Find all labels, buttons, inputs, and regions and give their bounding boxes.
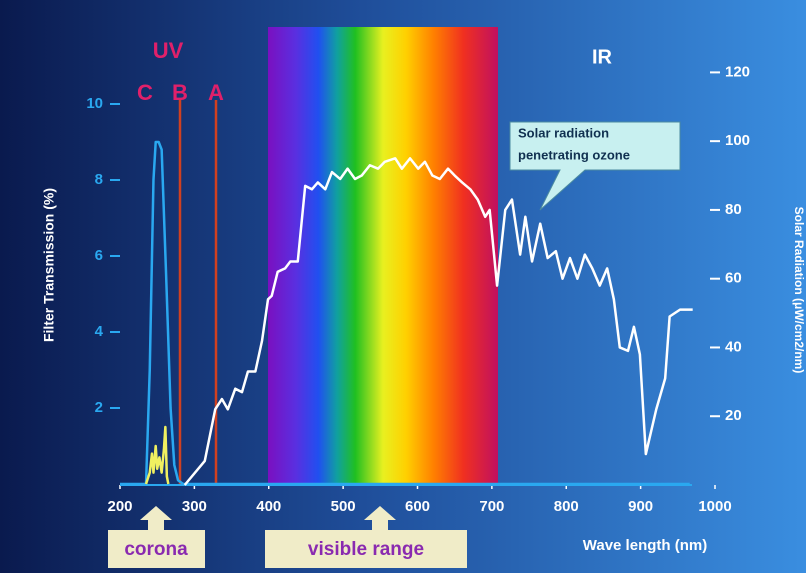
visible-box	[265, 530, 467, 568]
y-tick-label: 8	[95, 171, 103, 188]
data-line	[183, 157, 693, 486]
x-tick-label: 900	[628, 498, 653, 515]
y2-tick-label: 60	[725, 270, 742, 287]
callout-text: Solar radiation	[518, 125, 609, 140]
ir-label: IR	[592, 46, 613, 68]
y-tick-label: 10	[86, 95, 103, 112]
y2-tick-label: 40	[725, 338, 742, 355]
uv-label: UV	[153, 38, 184, 63]
x-tick-label: 400	[256, 498, 281, 515]
visible-arrow	[364, 506, 396, 530]
uv-c-label: C	[137, 80, 153, 105]
y2-tick-label: 80	[725, 201, 742, 218]
y2-tick-label: 100	[725, 132, 750, 149]
corona-label: corona	[124, 539, 188, 560]
x-tick-label: 600	[405, 498, 430, 515]
y-tick-label: 6	[95, 247, 103, 264]
y2-tick-label: 20	[725, 407, 742, 424]
uv-b-label: B	[172, 80, 188, 105]
corona-box	[108, 530, 205, 568]
uv-a-label: A	[208, 80, 224, 105]
corona-arrow	[140, 506, 172, 530]
x-tick-label: 300	[182, 498, 207, 515]
y-tick-label: 2	[95, 399, 103, 416]
x-tick-label: 500	[331, 498, 356, 515]
visible-label: visible range	[308, 539, 424, 560]
x-tick-label: 1000	[698, 498, 731, 515]
data-line	[144, 425, 170, 485]
x-tick-label: 700	[479, 498, 504, 515]
y2-axis-label: Solar Radiation (μW/cm2/nm)	[792, 207, 806, 374]
x-axis-label: Wave length (nm)	[583, 537, 707, 554]
visible-band	[268, 27, 498, 485]
y-tick-label: 4	[95, 323, 104, 340]
x-tick-label: 200	[107, 498, 132, 515]
data-line	[120, 140, 690, 486]
callout-text: penetrating ozone	[518, 147, 630, 162]
y2-tick-label: 120	[725, 63, 750, 80]
y-axis-label: Filter Transmission (%)	[41, 188, 57, 342]
x-tick-label: 800	[554, 498, 579, 515]
callout-box	[509, 121, 681, 211]
